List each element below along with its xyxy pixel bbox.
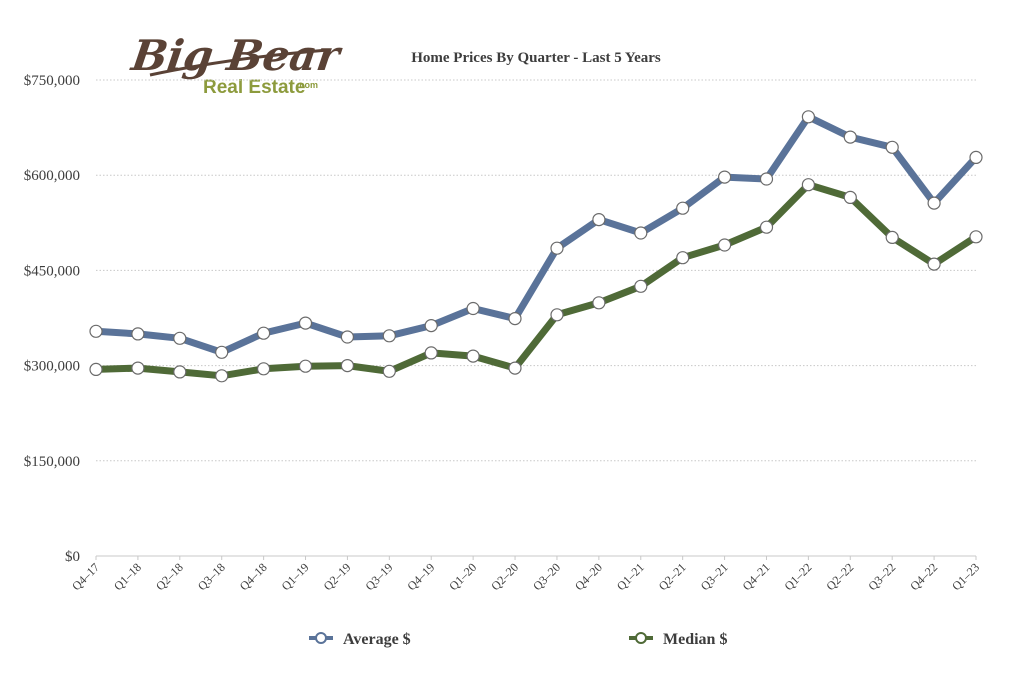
data-point-average[interactable] — [424, 319, 438, 333]
x-tick-label: Q2–19 — [321, 560, 354, 593]
data-point-average[interactable] — [89, 324, 103, 338]
x-tick-label: Q3–18 — [195, 560, 228, 593]
data-point-average[interactable] — [927, 196, 941, 210]
data-point-median[interactable] — [131, 361, 145, 375]
data-point-average[interactable] — [592, 213, 606, 227]
data-point-average[interactable] — [843, 130, 857, 144]
data-point-average[interactable] — [131, 327, 145, 341]
x-tick-label: Q4–19 — [404, 560, 437, 593]
data-point-median[interactable] — [843, 190, 857, 204]
x-tick-label: Q2–18 — [153, 560, 186, 593]
y-tick-label: $300,000 — [24, 359, 80, 375]
y-tick-label: $600,000 — [24, 168, 80, 184]
grid-lines — [96, 79, 976, 557]
x-tick-label: Q1–21 — [614, 560, 647, 593]
data-point-average[interactable] — [759, 172, 774, 186]
data-point-average[interactable] — [801, 110, 816, 124]
data-point-average[interactable] — [257, 326, 271, 340]
data-point-average[interactable] — [969, 150, 983, 164]
x-tick-label: Q3–20 — [530, 560, 563, 593]
legend-median-marker — [635, 632, 647, 644]
legend-average-label: Average $ — [343, 631, 411, 648]
y-tick-label: $750,000 — [24, 73, 80, 89]
data-point-median[interactable] — [969, 230, 983, 244]
legend-item-average[interactable]: Average $ — [309, 631, 411, 648]
x-tick-label: Q4–17 — [69, 560, 102, 593]
y-axis-ticks: $0 $150,000 $300,000 $450,000 $600,000 $750,0… — [24, 73, 80, 565]
data-point-median[interactable] — [717, 238, 732, 252]
x-tick-label: Q4–18 — [237, 560, 270, 593]
data-point-average[interactable] — [550, 241, 564, 255]
legend: Average $ Median $ — [309, 631, 727, 648]
x-tick-label: Q4–21 — [740, 560, 773, 593]
data-point-average[interactable] — [634, 226, 648, 240]
data-point-median[interactable] — [257, 362, 271, 376]
data-point-median[interactable] — [173, 365, 187, 379]
data-point-median[interactable] — [759, 220, 774, 234]
data-point-median[interactable] — [592, 296, 606, 310]
x-tick-label: Q1–22 — [782, 560, 815, 593]
x-tick-label: Q3–21 — [698, 560, 731, 593]
data-point-median[interactable] — [89, 362, 103, 376]
data-point-average[interactable] — [466, 301, 480, 316]
x-tick-label: Q3–22 — [865, 560, 898, 593]
legend-average-marker — [315, 632, 327, 644]
series-line-average — [92, 113, 980, 356]
data-point-median[interactable] — [424, 346, 438, 360]
x-tick-label: Q1–20 — [446, 560, 479, 593]
y-tick-label: $450,000 — [24, 263, 80, 279]
data-point-median[interactable] — [298, 359, 313, 373]
logo-line2: Real Estate — [203, 77, 305, 98]
chart-title: Home Prices By Quarter - Last 5 Years — [411, 50, 661, 66]
data-point-median[interactable] — [927, 257, 941, 271]
x-tick-label: Q4–22 — [907, 560, 940, 593]
data-point-median[interactable] — [340, 359, 354, 373]
data-point-median[interactable] — [676, 251, 690, 265]
data-point-average[interactable] — [885, 140, 899, 154]
y-tick-label: $0 — [65, 549, 80, 565]
logo-suffix: .com — [297, 80, 318, 90]
x-axis-ticks: Q4–17 Q1–18 Q2–18 Q3–18 Q4–18 Q1–19 Q2–19 Q3–19… — [69, 556, 982, 593]
x-tick-label: Q3–19 — [362, 560, 395, 593]
data-point-median[interactable] — [215, 369, 229, 383]
data-point-average[interactable] — [508, 312, 522, 326]
data-point-median[interactable] — [550, 308, 564, 322]
x-tick-label: Q1–18 — [111, 560, 144, 593]
series-lines — [89, 110, 983, 383]
big-bear-logo: Big Bear Real Estate .com — [128, 30, 346, 98]
x-tick-label: Q1–19 — [279, 560, 312, 593]
series-line-median — [92, 181, 980, 380]
logo-swoosh — [149, 48, 329, 77]
data-point-average[interactable] — [382, 329, 396, 343]
data-point-median[interactable] — [382, 364, 396, 378]
legend-median-label: Median $ — [663, 631, 727, 648]
x-tick-label: Q2–21 — [656, 560, 689, 593]
data-point-average[interactable] — [173, 331, 187, 345]
data-point-median[interactable] — [634, 279, 648, 293]
data-point-average[interactable] — [717, 170, 732, 184]
legend-item-median[interactable]: Median $ — [629, 631, 727, 648]
data-point-average[interactable] — [298, 316, 313, 330]
x-tick-label: Q4–20 — [572, 560, 605, 593]
x-tick-label: Q2–20 — [488, 560, 521, 593]
x-tick-label: Q1–23 — [949, 560, 982, 593]
data-point-median[interactable] — [466, 349, 480, 363]
data-point-median[interactable] — [801, 178, 816, 192]
x-tick-label: Q2–22 — [823, 560, 856, 593]
data-point-median[interactable] — [508, 361, 522, 375]
y-tick-label: $150,000 — [24, 454, 80, 470]
data-point-median[interactable] — [885, 230, 899, 244]
data-point-average[interactable] — [676, 201, 690, 215]
data-point-average[interactable] — [340, 330, 354, 344]
data-point-average[interactable] — [215, 345, 229, 359]
